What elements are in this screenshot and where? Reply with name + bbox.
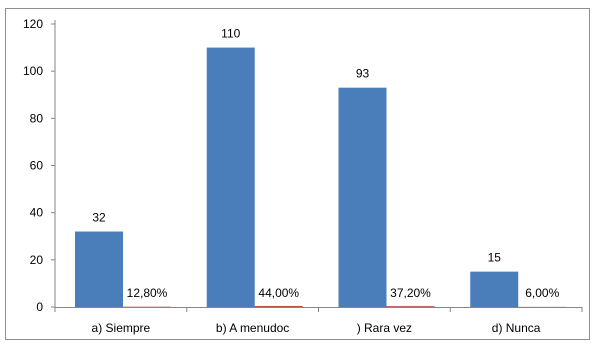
bar xyxy=(470,271,519,307)
bar xyxy=(254,305,303,307)
y-tick-label: 100 xyxy=(23,64,43,78)
y-tick-label: 120 xyxy=(23,17,43,31)
data-label: 110 xyxy=(221,27,240,41)
x-tick-label: d) Nunca xyxy=(492,321,541,335)
y-tick-label: 20 xyxy=(30,253,44,267)
x-tick-label: b) A menudoc xyxy=(216,321,289,335)
data-label: 44,00% xyxy=(258,286,299,300)
data-label: 6,00% xyxy=(525,286,559,300)
data-label: 37,20% xyxy=(390,286,431,300)
x-tick-label: ) Rara vez xyxy=(357,321,412,335)
bar xyxy=(386,306,435,307)
y-axis: 0 20 40 60 80 100 120 xyxy=(23,17,56,314)
bar xyxy=(123,306,171,308)
y-tick-label: 80 xyxy=(30,111,44,125)
x-tick-label: a) Siempre xyxy=(92,321,151,335)
data-label: 15 xyxy=(488,251,502,265)
data-label: 12,80% xyxy=(127,286,168,300)
data-label: 32 xyxy=(92,211,106,225)
x-axis: a) Siempre b) A menudoc ) Rara vez d) Nunca xyxy=(54,307,583,335)
bars-group: 32 12,80% 110 44,00% 93 37,20% 15 6,00% xyxy=(75,27,567,308)
bar xyxy=(206,47,255,307)
y-tick-label: 60 xyxy=(30,159,44,173)
y-tick-label: 40 xyxy=(30,206,44,220)
y-tick-label: 0 xyxy=(36,300,43,314)
data-label: 93 xyxy=(356,67,370,81)
bar xyxy=(338,87,387,307)
bar xyxy=(75,231,123,307)
